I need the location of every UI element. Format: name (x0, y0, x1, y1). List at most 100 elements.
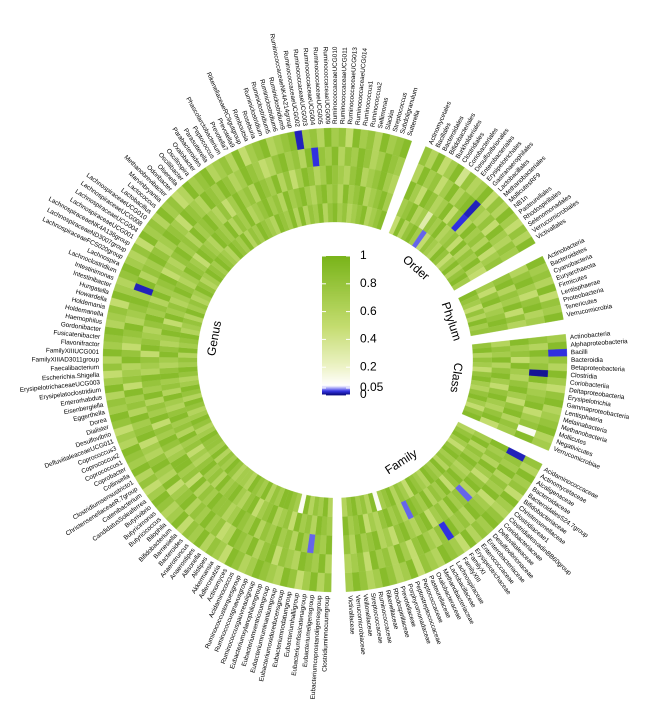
colorbar-segment (322, 366, 350, 368)
colorbar-segment (322, 394, 350, 396)
colorbar-segment (322, 289, 350, 292)
heat-cell (451, 276, 471, 291)
colorbar-segment (322, 304, 350, 307)
heat-cell (547, 341, 567, 351)
cell-label: Escherichia.Shigella (42, 372, 100, 383)
heat-cell (469, 327, 490, 337)
colorbar-segment (322, 324, 350, 326)
colorbar-segment (322, 308, 350, 311)
colorbar-segment (322, 349, 350, 351)
colorbar-segment (322, 282, 350, 285)
colorbar-segment (322, 287, 350, 290)
colorbar-segment (322, 382, 350, 384)
colorbar-segment (322, 257, 350, 260)
heat-cell (121, 356, 141, 364)
colorbar-segment (322, 330, 350, 332)
colorbar-segment (322, 362, 350, 364)
heat-cell (547, 348, 568, 357)
colorbar-segment (322, 350, 350, 352)
colorbar-tick-label: 0.05 (360, 380, 384, 394)
colorbar-segment (322, 368, 350, 370)
colorbar-segment (322, 339, 350, 341)
colorbar-segment (322, 383, 350, 385)
colorbar-segment (322, 373, 350, 375)
cell-label: Dorea (89, 416, 108, 427)
heat-cell (344, 553, 353, 574)
colorbar-segment (322, 386, 350, 388)
colorbar-segment (322, 262, 350, 265)
heat-cell (178, 361, 198, 368)
colorbar-segment (322, 295, 350, 298)
colorbar-segment (322, 372, 350, 374)
colorbar-segment (322, 337, 350, 339)
colorbar-segment (322, 272, 350, 275)
heat-cell (528, 342, 549, 351)
cell-label: Bacilli (571, 349, 588, 357)
colorbar-segment (322, 307, 350, 310)
colorbar-segment (322, 285, 350, 288)
heat-cell (324, 554, 332, 574)
heat-cell (102, 363, 123, 372)
cell-label: RuminococcaceaeUCG009 (321, 47, 330, 125)
colorbar-segment (322, 329, 350, 331)
colorbar-segment (322, 371, 350, 373)
heat-cell (331, 165, 339, 185)
heat-cell (121, 362, 141, 371)
colorbar-tick-label: 0 (360, 387, 367, 401)
heat-cell (331, 127, 340, 147)
cell-label: Fusicatenibacter (53, 329, 101, 341)
colorbar-segment (322, 370, 350, 372)
heat-cell (338, 127, 347, 148)
colorbar-segment (322, 369, 350, 371)
heat-cell (140, 356, 160, 364)
group-label: Genus (204, 320, 224, 357)
colorbar-segment (322, 256, 350, 259)
colorbar-tick-label: 1 (360, 248, 367, 262)
colorbar-segment (322, 311, 350, 313)
cell-label: Bacteroidia (571, 357, 603, 364)
colorbar-segment (322, 353, 350, 355)
colorbar-segment (322, 288, 350, 291)
cell-label: Faecalibacterium (50, 364, 99, 373)
colorbar-segment (322, 278, 350, 281)
heat-cell (332, 203, 338, 223)
heat-cell (317, 146, 326, 167)
colorbar-segment (322, 271, 350, 274)
cell-label: RuminococcaceaeUCG005 (311, 47, 323, 125)
colorbar-segment (322, 273, 350, 276)
colorbar-segment (322, 291, 350, 294)
colorbar-segment (322, 387, 350, 389)
group-label: Phylum (439, 300, 465, 342)
colorbar-segment (322, 347, 350, 349)
heat-cell (159, 356, 179, 363)
colorbar-segment (322, 315, 350, 317)
heat-cell (332, 184, 339, 204)
colorbar-segment (322, 358, 350, 360)
colorbar-segment (322, 332, 350, 334)
colorbar-segment (322, 351, 350, 353)
heat-cell (461, 409, 482, 422)
colorbar-segment (322, 363, 350, 365)
colorbar-segment (322, 367, 350, 369)
colorbar-segment (322, 341, 350, 343)
colorbar-segment (322, 265, 350, 268)
colorbar-segment (322, 298, 350, 301)
colorbar-segment (322, 378, 350, 380)
colorbar-segment (322, 385, 350, 387)
heat-cell (529, 356, 549, 364)
colorbar-segment (322, 317, 350, 319)
colorbar-segment (322, 346, 350, 348)
heat-cell (510, 350, 530, 358)
heat-cell (344, 572, 354, 592)
colorbar-segment (322, 309, 350, 312)
cell-label: FamilyXIIIAD3011group (32, 356, 100, 363)
colorbar-segment (322, 352, 350, 354)
colorbar-segment (322, 266, 350, 269)
colorbar-segment (322, 335, 350, 337)
colorbar-segment (322, 344, 350, 346)
colorbar-segment (322, 280, 350, 283)
colorbar-segment (322, 261, 350, 264)
cell-label: RuminococcaceaeUCG010 (332, 46, 339, 124)
colorbar-segment (322, 310, 350, 312)
colorbar-segment (322, 275, 350, 278)
